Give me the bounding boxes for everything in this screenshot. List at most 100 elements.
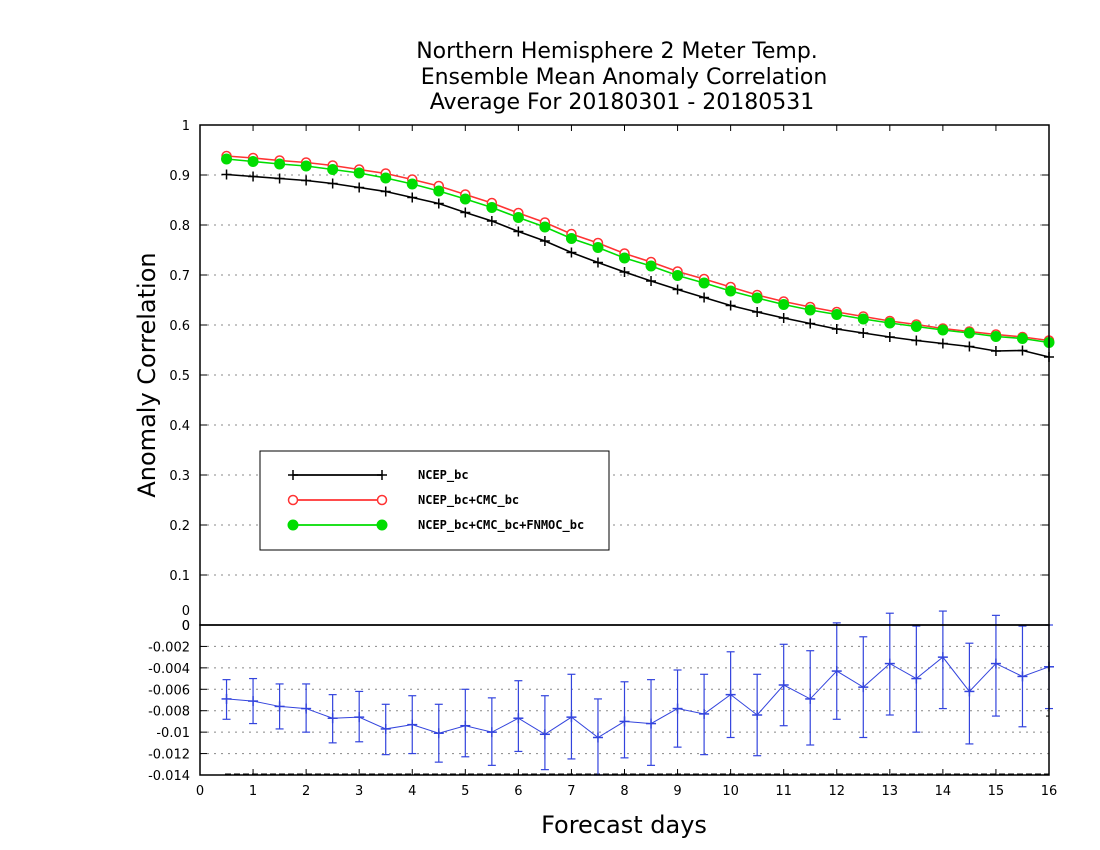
x-tick-label: 2 bbox=[302, 784, 310, 799]
data-point bbox=[406, 178, 418, 190]
data-point bbox=[857, 313, 869, 325]
data-point bbox=[513, 226, 524, 237]
bottom-panel-frame bbox=[199, 624, 1050, 776]
series-line bbox=[226, 173, 1050, 358]
data-point bbox=[433, 198, 444, 209]
data-point bbox=[486, 202, 498, 213]
series-1 bbox=[221, 150, 1055, 346]
data-point bbox=[778, 680, 789, 690]
legend-box bbox=[259, 450, 610, 551]
data-point bbox=[566, 247, 577, 258]
data-point bbox=[513, 713, 524, 724]
data-point bbox=[274, 701, 285, 712]
bottom-panel-y-ticks: 00 -0.002 -0.004 -0.006 -0.008 -0.01 -0.012 -0.… bbox=[148, 604, 207, 784]
data-point bbox=[539, 729, 550, 740]
data-point bbox=[858, 328, 869, 338]
data-point bbox=[699, 708, 710, 719]
y-tick-label: 0 bbox=[182, 604, 190, 619]
difference-series bbox=[221, 610, 1054, 776]
x-tick-label: 1 bbox=[249, 784, 257, 799]
data-point bbox=[433, 185, 445, 197]
data-point bbox=[539, 236, 550, 246]
x-tick-label: 15 bbox=[988, 784, 1005, 799]
legend-item: NCEP_bc+CMC_bc+FNMOC_bc bbox=[287, 518, 584, 533]
data-point bbox=[221, 693, 232, 704]
data-point bbox=[646, 276, 657, 286]
data-point bbox=[460, 720, 471, 731]
legend-marker bbox=[376, 494, 388, 506]
y-tick-label: 0.5 bbox=[169, 369, 190, 384]
x-tick-label: 3 bbox=[355, 784, 363, 799]
legend-item: NCEP_bc+CMC_bc bbox=[287, 493, 519, 508]
title-line-2: Ensemble Mean Anomaly Correlation bbox=[421, 65, 828, 90]
data-point bbox=[990, 658, 1001, 669]
x-tick-label: 4 bbox=[408, 784, 416, 799]
data-point bbox=[831, 309, 843, 320]
y-tick-label: -0.004 bbox=[148, 662, 190, 677]
data-point bbox=[619, 716, 630, 727]
x-axis-label: Forecast days bbox=[541, 811, 707, 839]
data-point bbox=[327, 713, 338, 724]
series-line bbox=[226, 155, 1050, 342]
data-point bbox=[672, 284, 683, 295]
data-point bbox=[805, 318, 816, 329]
legend-label: NCEP_bc+CMC_bc bbox=[418, 493, 519, 508]
y-tick-label: 0.7 bbox=[169, 269, 190, 284]
data-point bbox=[752, 710, 763, 720]
data-point bbox=[963, 327, 975, 339]
data-point bbox=[300, 160, 312, 172]
legend-marker bbox=[287, 494, 299, 506]
data-point bbox=[910, 321, 922, 332]
data-point bbox=[1016, 333, 1028, 344]
data-point bbox=[937, 338, 948, 349]
data-point bbox=[964, 686, 975, 697]
series-line bbox=[226, 656, 1050, 739]
data-point bbox=[221, 169, 232, 180]
data-point bbox=[672, 270, 684, 281]
x-tick-label: 10 bbox=[722, 784, 739, 799]
data-point bbox=[274, 158, 286, 170]
y-tick-label: -0.008 bbox=[148, 705, 190, 720]
title-line-3: Average For 20180301 - 20180531 bbox=[430, 90, 815, 115]
data-point bbox=[353, 167, 365, 179]
data-point bbox=[911, 673, 922, 684]
data-point bbox=[937, 324, 949, 336]
data-point bbox=[460, 207, 471, 218]
data-point bbox=[433, 728, 444, 739]
data-point bbox=[407, 192, 418, 203]
y-tick-label: 1 bbox=[182, 119, 190, 134]
y-tick-label: -0.012 bbox=[148, 748, 190, 763]
data-point bbox=[937, 652, 948, 663]
data-point bbox=[459, 193, 471, 205]
legend-marker bbox=[287, 519, 299, 531]
x-tick-label: 12 bbox=[828, 784, 845, 799]
data-point bbox=[804, 304, 816, 316]
x-tick-label: 5 bbox=[461, 784, 469, 799]
x-tick-label: 9 bbox=[673, 784, 681, 799]
data-point bbox=[672, 703, 683, 714]
legend-label: NCEP_bc bbox=[418, 468, 469, 483]
data-point bbox=[805, 693, 816, 704]
legend-marker bbox=[377, 470, 387, 480]
data-point bbox=[247, 156, 259, 167]
data-point bbox=[964, 341, 975, 352]
bottom-panel-series bbox=[221, 610, 1054, 776]
data-point bbox=[592, 732, 603, 743]
data-point bbox=[354, 712, 365, 723]
x-tick-label: 0 bbox=[196, 784, 204, 799]
top-panel-series bbox=[221, 150, 1055, 362]
data-point bbox=[301, 703, 312, 714]
y-tick-label: 0 bbox=[182, 619, 190, 634]
data-point bbox=[274, 173, 285, 184]
x-axis-ticks: 0 1 2 3 4 5 6 7 8 9 10 11 12 13 14 15 16 bbox=[196, 125, 1057, 799]
y-tick-label: 0 bbox=[182, 619, 190, 634]
data-point bbox=[248, 171, 259, 182]
data-point bbox=[725, 285, 737, 297]
data-point bbox=[725, 300, 736, 311]
x-tick-label: 7 bbox=[567, 784, 575, 799]
chart-title: Northern Hemisphere 2 Meter Temp. Ensemb… bbox=[416, 39, 827, 115]
data-point bbox=[1017, 671, 1028, 682]
data-point bbox=[884, 317, 896, 329]
data-point bbox=[1017, 345, 1028, 356]
